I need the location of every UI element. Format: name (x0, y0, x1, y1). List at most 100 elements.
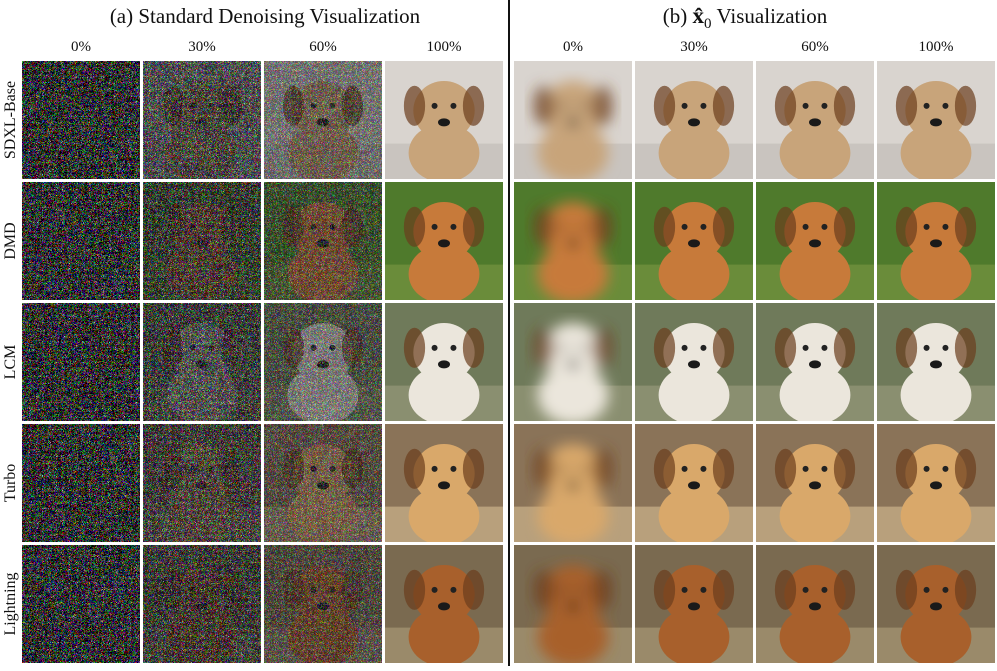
image-content (756, 303, 874, 421)
image-content (877, 182, 995, 300)
dog-ear (954, 448, 977, 489)
dog-ear (774, 448, 797, 489)
dog (653, 323, 735, 421)
image (877, 182, 995, 300)
dog-eye (681, 223, 688, 230)
dog (774, 444, 856, 542)
dog (895, 202, 977, 300)
dog-body (537, 486, 609, 542)
dog-eye (802, 344, 809, 351)
image (22, 303, 140, 421)
dog-ear (591, 85, 614, 126)
title-prefix: (b) (663, 4, 688, 28)
dog-head (784, 81, 846, 141)
image-content (635, 303, 753, 421)
dog (895, 323, 977, 421)
image (756, 545, 874, 663)
dog-body (537, 244, 609, 300)
image (264, 545, 382, 663)
image-content (756, 182, 874, 300)
dog-ear (712, 569, 735, 610)
image (143, 182, 261, 300)
dog (653, 444, 735, 542)
column-header: 100% (919, 39, 954, 55)
dog-nose (809, 118, 821, 127)
dog-eye (821, 102, 828, 109)
image (635, 424, 753, 542)
dog-head (663, 81, 725, 141)
noise (264, 303, 382, 421)
dog-ear (591, 448, 614, 489)
dog-body (658, 244, 730, 300)
image-content (22, 545, 140, 663)
dog (403, 565, 485, 663)
image (143, 61, 261, 179)
dog-eye (942, 223, 949, 230)
dog-eye (942, 586, 949, 593)
image (22, 61, 140, 179)
dog-eye (802, 223, 809, 230)
dog-body (658, 123, 730, 179)
dog-eye (450, 586, 457, 593)
dog-ear (403, 448, 426, 489)
dog (895, 565, 977, 663)
dog-head (413, 565, 475, 625)
image (22, 182, 140, 300)
dog-nose (688, 481, 700, 490)
dog-head (542, 81, 604, 141)
dog-ear (403, 569, 426, 610)
dog-eye (942, 102, 949, 109)
dog (532, 444, 614, 542)
dog-ear (833, 327, 856, 368)
dog-eye (821, 344, 828, 351)
dog-nose (930, 118, 942, 127)
dog-eye (450, 465, 457, 472)
dog-body (408, 123, 480, 179)
dog (532, 81, 614, 179)
dog-nose (809, 481, 821, 490)
dog (403, 444, 485, 542)
dog-body (779, 123, 851, 179)
dog-ear (403, 327, 426, 368)
row-label: DMD (2, 222, 19, 259)
image (635, 303, 753, 421)
dog-eye (431, 223, 438, 230)
image-content (635, 424, 753, 542)
image-content (514, 182, 632, 300)
dog-eye (681, 465, 688, 472)
dog-ear (712, 206, 735, 247)
image (385, 424, 503, 542)
dog-eye (700, 465, 707, 472)
image-content (143, 182, 261, 300)
dog-nose (567, 118, 579, 127)
dog-head (413, 323, 475, 383)
image (143, 545, 261, 663)
dog-ear (895, 448, 918, 489)
title-subscript: 0 (704, 16, 712, 32)
dog-eye (821, 586, 828, 593)
dog-ear (712, 327, 735, 368)
dog-ear (532, 206, 555, 247)
image (22, 424, 140, 542)
row-label: LCM (2, 345, 19, 380)
dog-ear (833, 569, 856, 610)
image (877, 424, 995, 542)
dog-nose (809, 360, 821, 369)
dog-eye (431, 102, 438, 109)
dog-ear (954, 85, 977, 126)
image (877, 61, 995, 179)
dog-ear (774, 569, 797, 610)
image-content (143, 545, 261, 663)
dog-body (900, 123, 972, 179)
image-content (264, 182, 382, 300)
dog-nose (567, 481, 579, 490)
dog-head (905, 323, 967, 383)
dog-head (663, 323, 725, 383)
image-content (385, 545, 503, 663)
image-content (264, 61, 382, 179)
dog-ear (653, 327, 676, 368)
dog-head (413, 81, 475, 141)
dog (403, 81, 485, 179)
dog-head (663, 444, 725, 504)
